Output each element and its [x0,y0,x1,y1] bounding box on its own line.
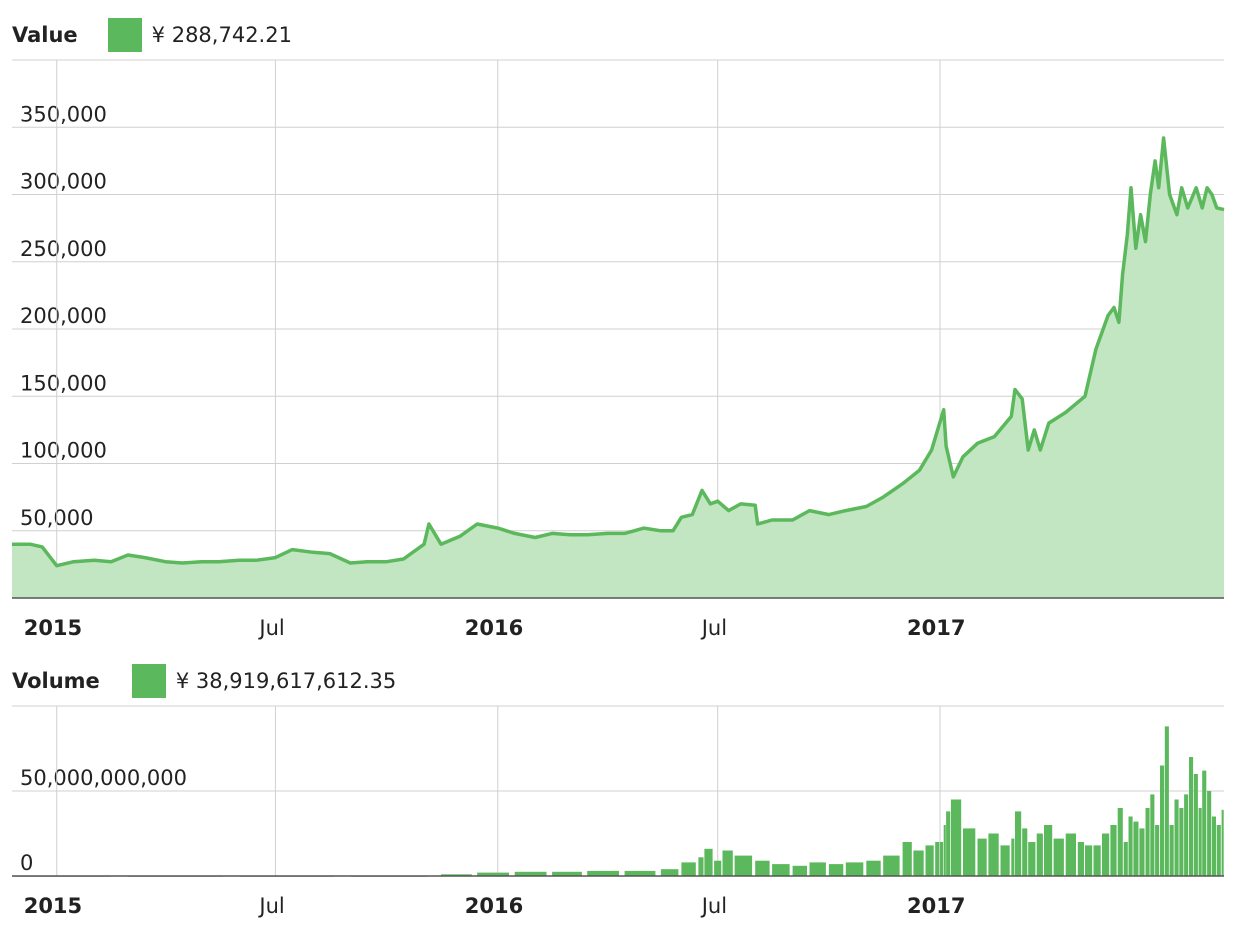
volume-y-tick-label: 0 [20,851,33,875]
volume-bar [698,857,704,876]
volume-x-tick-label: 2016 [465,894,523,918]
value-y-tick-label: 350,000 [20,102,107,126]
volume-bar [1221,809,1224,876]
value-x-tick-label: 2016 [465,616,523,640]
volume-bar [1193,774,1198,876]
volume-bar [935,842,940,876]
volume-bar [1015,811,1022,876]
volume-bar [946,811,951,876]
value-legend-label: Value [12,23,78,47]
volume-x-tick-label: Jul [257,894,284,918]
volume-bar [1133,821,1139,876]
volume-bar [913,850,924,876]
volume-bar [1150,794,1155,876]
volume-bar [1179,808,1184,876]
volume-bar [1160,765,1165,876]
volume-bar [734,855,753,876]
volume-bar [1110,825,1117,876]
volume-bar [950,799,962,876]
volume-legend: Volume ¥ 38,919,617,612.35 [12,664,396,698]
volume-bar [477,872,509,876]
value-x-tick-label: Jul [700,616,727,640]
volume-bar [1123,842,1128,876]
volume-bar [940,842,944,876]
value-legend-value: ¥ 288,742.21 [151,23,292,47]
volume-bar [1102,833,1110,876]
volume-bar [1202,770,1207,876]
volume-bar [925,845,934,876]
volume-bar [963,828,976,876]
value-y-tick-label: 150,000 [20,371,107,395]
volume-bar [1164,726,1169,876]
volume-bar [755,860,770,876]
volume-bar [828,864,844,876]
volume-bar [883,855,900,876]
volume-bar [1044,825,1053,876]
volume-bar [772,864,790,876]
volume-y-tick-label: 50,000,000,000 [20,766,187,790]
volume-x-tick-label: Jul [700,894,727,918]
volume-bar [866,860,881,876]
volume-bar [1169,825,1174,876]
volume-bar [1011,838,1015,876]
volume-bar [1128,816,1133,876]
volume-bar [587,870,619,876]
value-y-tick-label: 200,000 [20,304,107,328]
volume-bar [1053,838,1064,876]
value-x-tick-label: 2015 [24,616,82,640]
volume-bar [943,825,946,876]
volume-bar [1085,845,1093,876]
volume-bar [660,869,679,876]
volume-bar [1216,825,1221,876]
volume-bar [681,862,696,876]
volume-bar [988,833,999,876]
volume-bar [1065,833,1076,876]
volume-bar [977,838,987,876]
volume-x-tick-label: 2017 [907,894,965,918]
volume-bar [514,871,547,877]
volume-bar [1022,828,1028,876]
volume-bar [1093,845,1101,876]
value-y-tick-label: 300,000 [20,170,107,194]
volume-bar [1117,808,1123,876]
volume-bar [722,850,733,876]
value-y-tick-label: 100,000 [20,439,107,463]
volume-bar [1145,808,1150,876]
volume-bar [1189,757,1194,876]
volume-bar [1036,833,1043,876]
volume-bar [1000,845,1010,876]
volume-bar [1155,825,1160,876]
volume-bar [552,871,582,877]
volume-bar [1077,842,1084,876]
value-legend-swatch [107,18,142,52]
volume-legend-value: ¥ 38,919,617,612.35 [175,669,397,693]
value-area-fill [12,138,1224,598]
volume-bar [1207,791,1212,876]
volume-legend-swatch [131,664,166,698]
value-legend: Value ¥ 288,742.21 [12,18,292,52]
volume-bar [809,862,826,876]
volume-bar [1211,816,1216,876]
volume-bar [845,862,864,876]
volume-bar [1028,842,1036,876]
volume-legend-label: Volume [12,669,100,693]
volume-bar [1139,828,1145,876]
volume-bar [792,865,807,876]
volume-bar [624,870,656,876]
volume-bar [704,848,713,876]
value-y-tick-label: 250,000 [20,237,107,261]
volume-bar [441,874,472,876]
volume-bar [1198,808,1202,876]
value-x-tick-label: Jul [257,616,284,640]
value-x-tick-label: 2017 [907,616,965,640]
volume-bar [1174,799,1179,876]
volume-x-tick-label: 2015 [24,894,82,918]
volume-bar [714,860,722,876]
volume-bar [902,842,912,876]
volume-bar [1184,794,1189,876]
